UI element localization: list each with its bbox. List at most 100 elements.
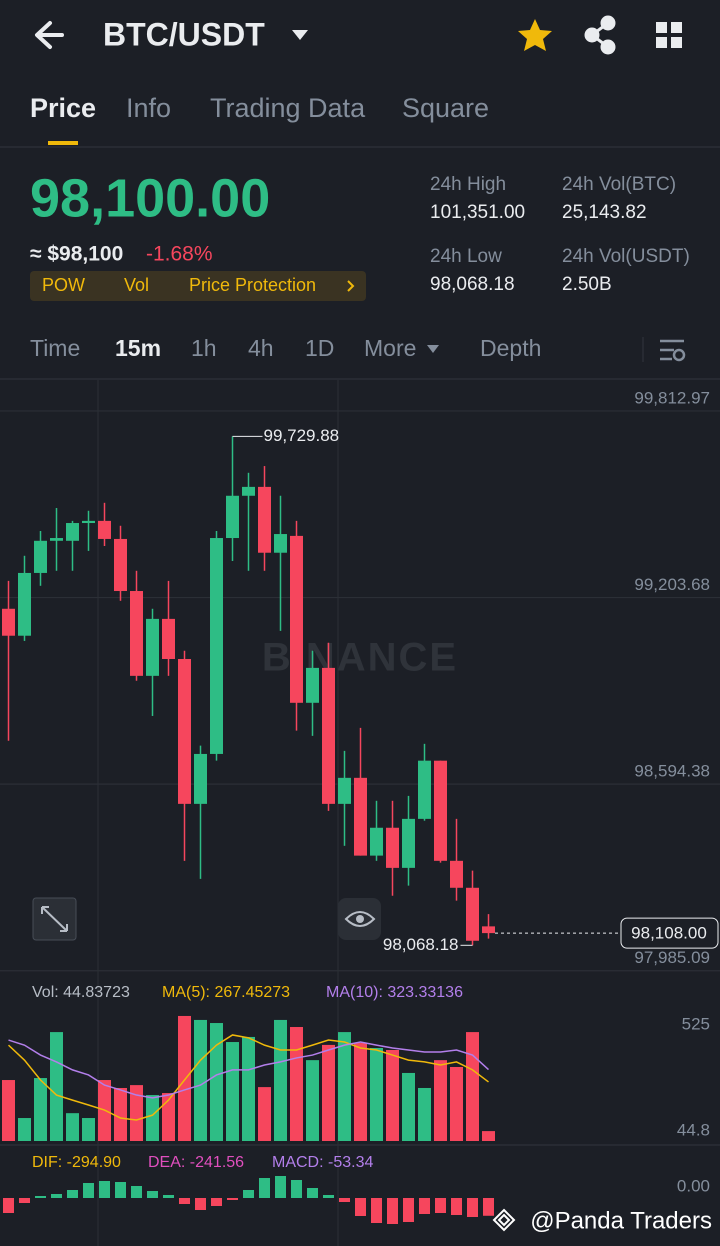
macd-bar xyxy=(67,1190,78,1198)
volume-tick-label: 525 xyxy=(682,1015,710,1034)
volume-bar xyxy=(402,1072,415,1141)
candle-body xyxy=(18,572,31,636)
stat-label: 24h Vol(USDT) xyxy=(562,246,690,267)
stat-value: 101,351.00 xyxy=(430,202,525,223)
volume-bar xyxy=(354,1042,367,1141)
tab-indicator xyxy=(48,141,78,145)
macd-bar xyxy=(371,1198,382,1223)
fiat-price: ≈ $98,100 xyxy=(30,243,123,266)
fullscreen-icon xyxy=(41,906,68,932)
macd-legend: MACD: -53.34 xyxy=(272,1154,373,1171)
candle-body xyxy=(210,538,223,754)
eye-pupil xyxy=(356,915,364,923)
macd-bar xyxy=(243,1190,254,1198)
interval[interactable]: 4h xyxy=(248,335,274,361)
tag[interactable]: Price Protection xyxy=(189,275,316,295)
macd-bar xyxy=(339,1198,350,1202)
menu-grid[interactable] xyxy=(656,22,682,48)
candle-body xyxy=(402,818,415,868)
volume-bar xyxy=(450,1066,463,1141)
tab[interactable]: Info xyxy=(126,93,171,123)
volume-bar xyxy=(50,1032,63,1141)
y-tick-label: 99,812.97 xyxy=(634,388,710,407)
volume-legend: Vol: 44.83723 xyxy=(32,984,130,1001)
candle-body xyxy=(258,486,271,553)
volume-bar xyxy=(34,1078,47,1141)
volume-ma10-line xyxy=(8,1039,490,1099)
volume-bar xyxy=(322,1044,335,1141)
tag-bar xyxy=(30,271,366,301)
macd-bar xyxy=(275,1176,286,1198)
macd-tick-label: 0.00 xyxy=(677,1176,710,1195)
candle-body xyxy=(434,760,447,861)
candle-body xyxy=(82,520,95,524)
macd-bar xyxy=(51,1194,62,1198)
candle-body xyxy=(306,667,319,703)
more-dropdown xyxy=(427,345,439,353)
tab[interactable]: Trading Data xyxy=(210,93,366,123)
chart-settings[interactable] xyxy=(660,339,686,362)
tag-arrow xyxy=(347,280,355,292)
macd-bar xyxy=(19,1198,30,1203)
volume-legend: MA(10): 323.33136 xyxy=(326,984,463,1001)
candle-body xyxy=(66,523,79,541)
volume-bar xyxy=(370,1047,383,1141)
interval[interactable]: More xyxy=(364,335,416,361)
volume-legend: MA(5): 267.45273 xyxy=(162,984,290,1001)
candle-body xyxy=(274,534,287,553)
volume-bar xyxy=(114,1087,127,1141)
interval[interactable]: 15m xyxy=(115,335,161,361)
macd-bar xyxy=(99,1181,110,1198)
macd-bar xyxy=(355,1198,366,1216)
macd-bar xyxy=(3,1198,14,1213)
candle-body xyxy=(466,887,479,941)
tag[interactable]: Vol xyxy=(124,275,149,295)
candle-body xyxy=(178,659,191,804)
last-price-label: 98,108.00 xyxy=(631,924,707,943)
interval[interactable]: 1h xyxy=(191,335,217,361)
macd-bar xyxy=(323,1195,334,1198)
volume-bar xyxy=(66,1113,79,1141)
macd-bar xyxy=(291,1180,302,1198)
candle-body xyxy=(146,618,159,676)
macd-bar xyxy=(387,1198,398,1224)
volume-bar xyxy=(82,1118,95,1141)
stat-label: 24h High xyxy=(430,174,506,195)
y-tick-label: 99,203.68 xyxy=(634,575,710,594)
pair-dropdown[interactable] xyxy=(292,30,308,40)
footer-watermark: @Panda Traders xyxy=(530,1207,712,1234)
candles xyxy=(2,436,495,946)
volume-bar xyxy=(338,1032,351,1141)
volume-bar xyxy=(418,1087,431,1141)
tab[interactable]: Price xyxy=(30,93,96,123)
favorite-star[interactable] xyxy=(518,19,552,51)
volume-bar xyxy=(194,1019,207,1141)
last-price: 98,100.00 xyxy=(30,168,270,228)
tab[interactable]: Square xyxy=(402,93,489,123)
footer-logo xyxy=(492,1208,516,1232)
macd-bar xyxy=(467,1198,478,1217)
interval[interactable]: Depth xyxy=(480,335,541,361)
interval[interactable]: 1D xyxy=(305,335,334,361)
macd-bar xyxy=(307,1188,318,1198)
interval[interactable]: Time xyxy=(30,335,80,361)
share-button[interactable] xyxy=(584,15,616,55)
volume-bar xyxy=(178,1015,191,1141)
volume-ma5-line xyxy=(7,1034,489,1121)
macd-bar xyxy=(227,1198,238,1200)
candle-body xyxy=(386,827,399,868)
stat-value: 2.50B xyxy=(562,274,612,295)
last-price-box xyxy=(620,917,719,949)
pair-title[interactable]: BTC/USDT xyxy=(103,16,265,52)
macd-bar xyxy=(211,1198,222,1206)
volume-bar xyxy=(482,1131,495,1141)
back-button[interactable] xyxy=(35,21,64,49)
macd-legend: DIF: -294.90 xyxy=(32,1154,121,1171)
candle-body xyxy=(338,777,351,804)
tag[interactable]: POW xyxy=(42,275,85,295)
macd-bar xyxy=(163,1195,174,1198)
candle-body xyxy=(482,926,495,934)
stat-value: 98,068.18 xyxy=(430,274,515,295)
